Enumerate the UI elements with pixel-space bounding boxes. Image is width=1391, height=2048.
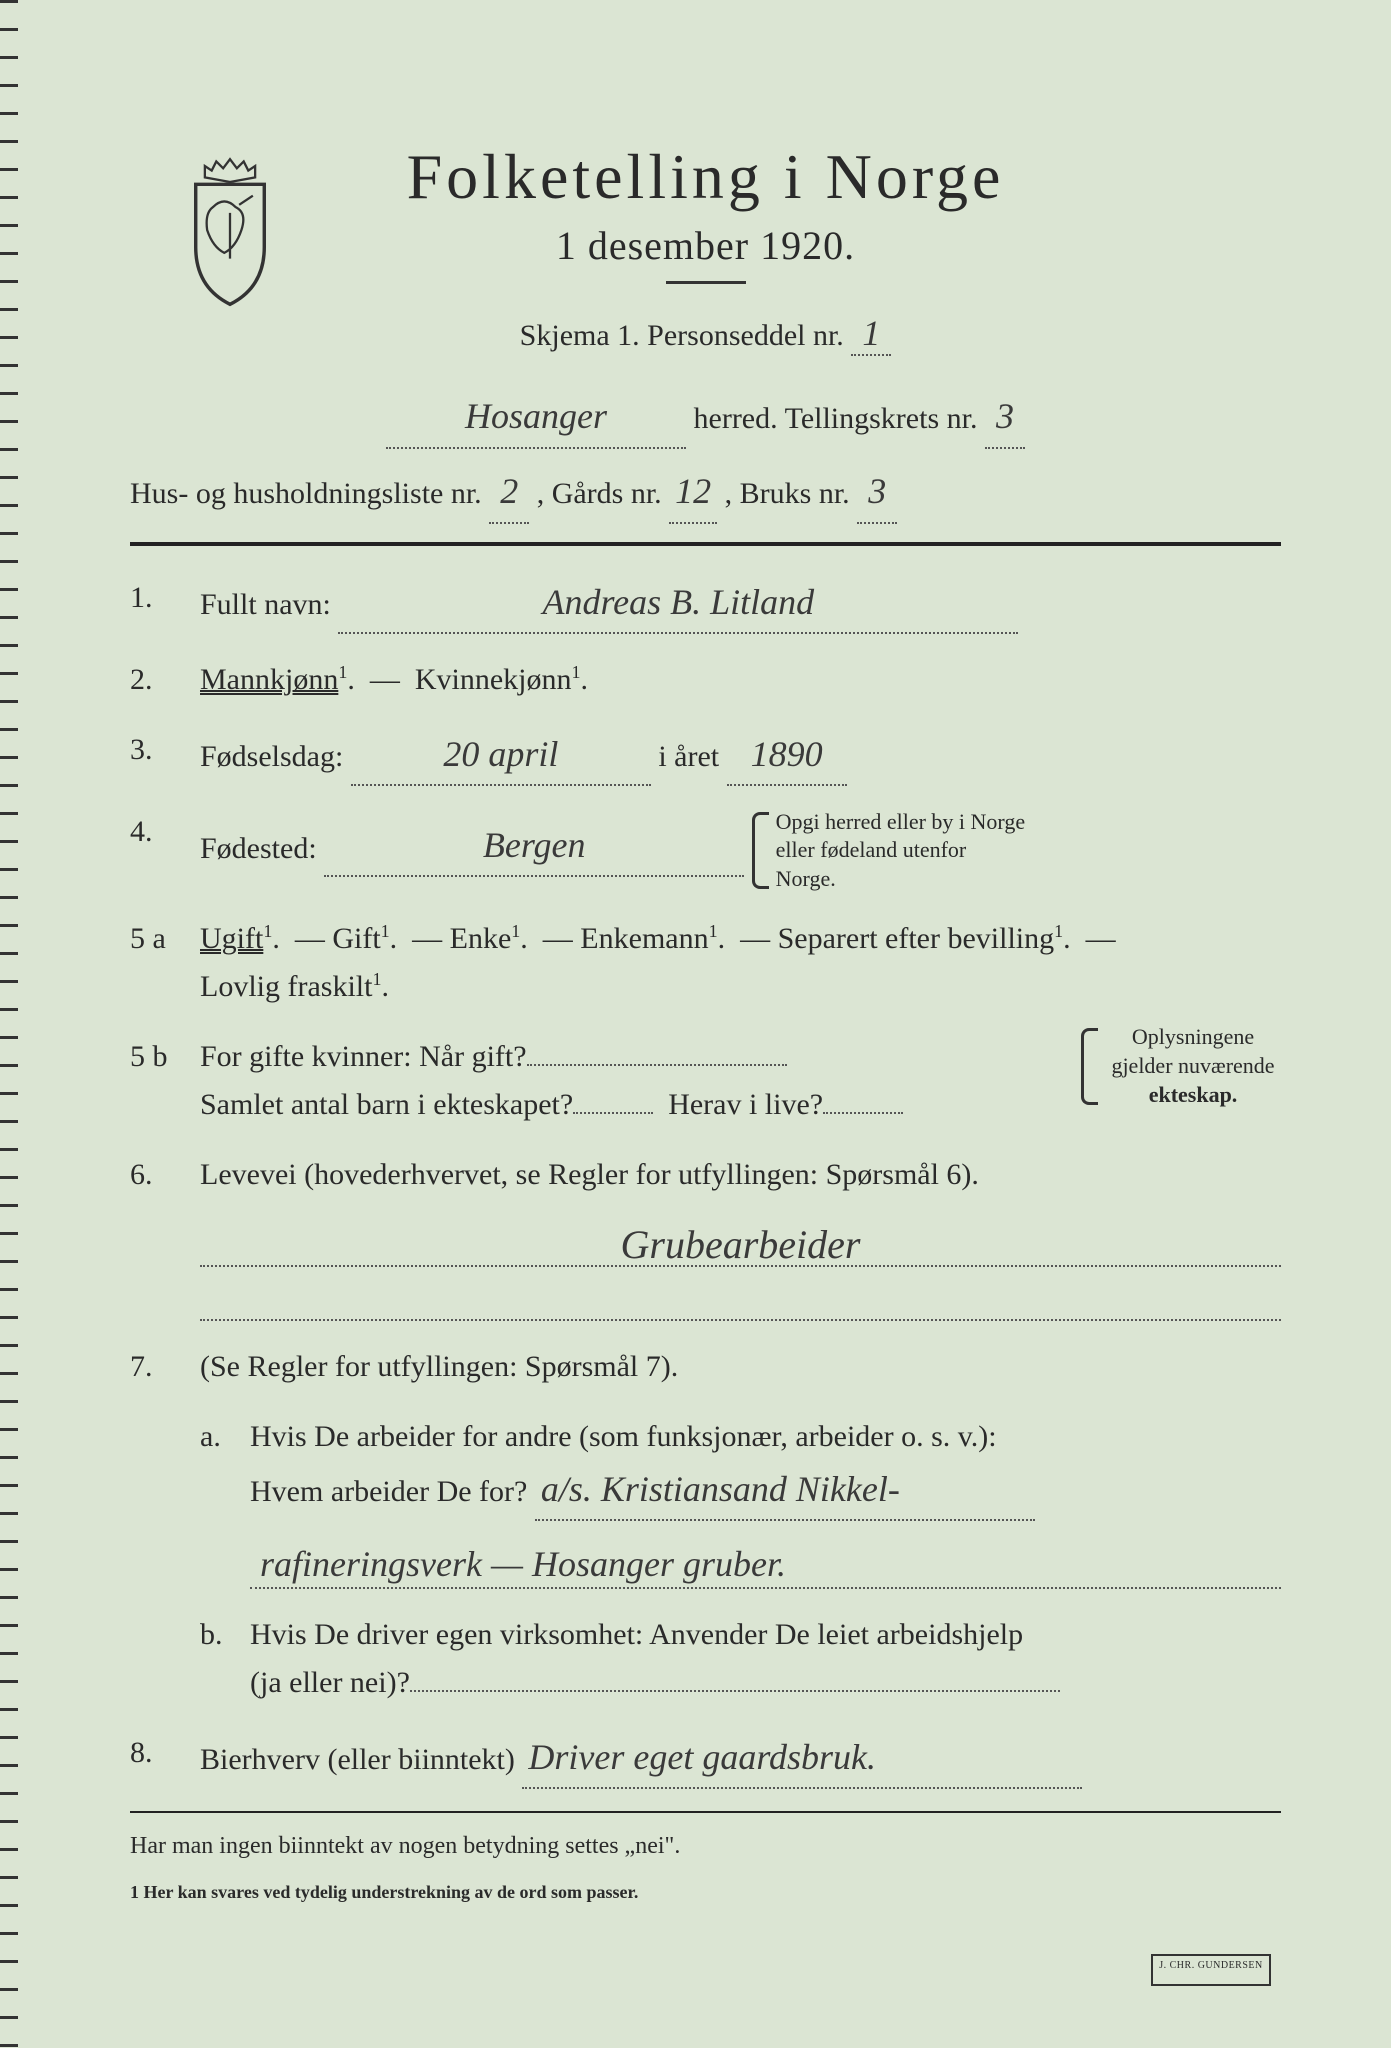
q5a-enkemann: Enkemann bbox=[580, 922, 708, 955]
q5a-gift: Gift bbox=[332, 922, 380, 955]
q4-num: 4. bbox=[130, 808, 185, 856]
q2-sex: 2. Mannkjønn1. — Kvinnekjønn1. bbox=[130, 656, 1281, 704]
q5a-enke: Enke bbox=[450, 922, 512, 955]
q5a-num: 5 a bbox=[130, 915, 185, 963]
q7a-l2: Hvem arbeider De for? bbox=[250, 1475, 527, 1508]
q6-value-row: Grubearbeider bbox=[200, 1221, 1281, 1267]
q7a-value1: a/s. Kristiansand Nikkel- bbox=[535, 1461, 1035, 1521]
bruks-label: , Bruks nr. bbox=[725, 477, 850, 510]
personseddel-nr: 1 bbox=[851, 312, 891, 356]
q5b-married-women: 5 b Oplysningene gjelder nuværende ektes… bbox=[130, 1033, 1281, 1129]
q3-day: 20 april bbox=[351, 726, 651, 786]
q7a: a. Hvis De arbeider for andre (som funks… bbox=[130, 1413, 1281, 1521]
q5b-l1: For gifte kvinner: Når gift? bbox=[200, 1040, 527, 1073]
title-rule bbox=[666, 281, 746, 284]
q3-label1: Fødselsdag: bbox=[200, 740, 343, 773]
q5a-fraskilt: Lovlig fraskilt bbox=[200, 970, 372, 1003]
q7a-value2: rafineringsverk — Hosanger gruber. bbox=[260, 1544, 786, 1584]
q1-value: Andreas B. Litland bbox=[338, 574, 1018, 634]
q3-year: 1890 bbox=[727, 726, 847, 786]
q8-secondary: 8. Bierhverv (eller biinntekt) Driver eg… bbox=[130, 1729, 1281, 1789]
q7a-value2-row: rafineringsverk — Hosanger gruber. bbox=[250, 1543, 1281, 1589]
divider-bottom bbox=[130, 1811, 1281, 1813]
form-header: Folketelling i Norge 1 desember 1920. Sk… bbox=[130, 140, 1281, 356]
footnote: Har man ingen biinntekt av nogen betydni… bbox=[130, 1833, 1281, 1860]
q2-num: 2. bbox=[130, 656, 185, 704]
q8-label: Bierhverv (eller biinntekt) bbox=[200, 1743, 515, 1776]
husliste-nr: 2 bbox=[489, 461, 529, 524]
q5b-num: 5 b bbox=[130, 1033, 185, 1081]
q2-kvin: Kvinnekjønn bbox=[415, 663, 572, 696]
q7-num: 7. bbox=[130, 1343, 185, 1391]
q7b: b. Hvis De driver egen virksomhet: Anven… bbox=[130, 1611, 1281, 1707]
q6-num: 6. bbox=[130, 1151, 185, 1199]
census-form-page: Folketelling i Norge 1 desember 1920. Sk… bbox=[0, 0, 1391, 2048]
printer-stamp: J. CHR. GUNDERSEN bbox=[1151, 1954, 1271, 1986]
bruks-nr: 3 bbox=[857, 461, 897, 524]
q7-employer: 7. (Se Regler for utfyllingen: Spørsmål … bbox=[130, 1343, 1281, 1391]
gards-nr: 12 bbox=[669, 461, 717, 524]
q1-num: 1. bbox=[130, 574, 185, 622]
herred-line: Hosanger herred. Tellingskrets nr. 3 bbox=[130, 386, 1281, 449]
q4-value: Bergen bbox=[324, 817, 744, 877]
q1-label: Fullt navn: bbox=[200, 588, 331, 621]
q4-label: Fødested: bbox=[200, 831, 317, 864]
q6-value: Grubearbeider bbox=[621, 1222, 861, 1267]
gards-label: , Gårds nr. bbox=[537, 477, 662, 510]
herred-value: Hosanger bbox=[386, 386, 686, 449]
form-date: 1 desember 1920. bbox=[130, 222, 1281, 269]
q1-name: 1. Fullt navn: Andreas B. Litland bbox=[130, 574, 1281, 634]
q4-note: Opgi herred eller by i Norge eller fødel… bbox=[752, 808, 1032, 894]
q3-birthdate: 3. Fødselsdag: 20 april i året 1890 bbox=[130, 726, 1281, 786]
q8-value: Driver eget gaardsbruk. bbox=[522, 1729, 1082, 1789]
q5b-l2b: Herav i live? bbox=[668, 1088, 823, 1121]
schema-line: Skjema 1. Personseddel nr. 1 bbox=[130, 312, 1281, 356]
q2-mann: Mannkjønn bbox=[200, 663, 338, 696]
divider-top bbox=[130, 542, 1281, 546]
q5b-l2a: Samlet antal barn i ekteskapet? bbox=[200, 1088, 573, 1121]
tellingskrets-nr: 3 bbox=[985, 386, 1025, 449]
q5a-marital: 5 a Ugift1. — Gift1. — Enke1. — Enkemann… bbox=[130, 915, 1281, 1011]
husliste-line: Hus- og husholdningsliste nr. 2 , Gårds … bbox=[130, 461, 1281, 524]
q5b-note: Oplysningene gjelder nuværende ekteskap. bbox=[1081, 1023, 1281, 1109]
q3-num: 3. bbox=[130, 726, 185, 774]
herred-label: herred. Tellingskrets nr. bbox=[694, 402, 978, 435]
q7a-label: a. bbox=[200, 1413, 221, 1461]
q4-birthplace: 4. Fødested: Bergen Opgi herred eller by… bbox=[130, 808, 1281, 894]
q8-num: 8. bbox=[130, 1729, 185, 1777]
q3-label2: i året bbox=[658, 740, 719, 773]
q7a-l1: Hvis De arbeider for andre (som funksjon… bbox=[250, 1420, 997, 1453]
husliste-label: Hus- og husholdningsliste nr. bbox=[130, 477, 482, 510]
schema-label: Skjema 1. Personseddel nr. bbox=[520, 319, 844, 352]
q7b-l2: (ja eller nei)? bbox=[250, 1666, 410, 1699]
q5a-separert: Separert efter bevilling bbox=[778, 922, 1055, 955]
form-title: Folketelling i Norge bbox=[130, 140, 1281, 214]
q6-blank-row bbox=[200, 1275, 1281, 1321]
q7b-l1: Hvis De driver egen virksomhet: Anvender… bbox=[250, 1618, 1023, 1651]
q7-intro: (Se Regler for utfyllingen: Spørsmål 7). bbox=[200, 1350, 678, 1383]
q7b-label: b. bbox=[200, 1611, 223, 1659]
norway-coat-of-arms bbox=[170, 150, 290, 310]
q6-occupation: 6. Levevei (hovederhvervet, se Regler fo… bbox=[130, 1151, 1281, 1199]
q6-label: Levevei (hovederhvervet, se Regler for u… bbox=[200, 1158, 979, 1191]
footnote-instruction: 1 Her kan svares ved tydelig understrekn… bbox=[130, 1882, 1281, 1903]
q5a-ugift: Ugift bbox=[200, 922, 263, 955]
